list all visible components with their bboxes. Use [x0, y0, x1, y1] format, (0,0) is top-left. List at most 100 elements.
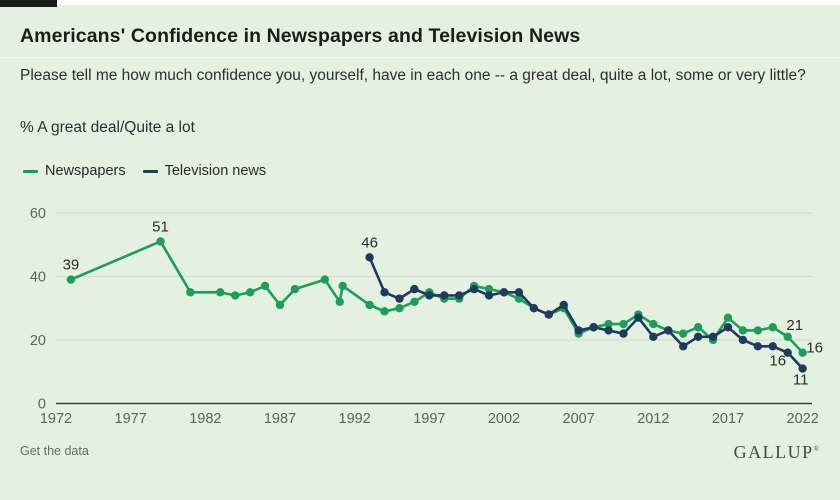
legend-label-newspapers: Newspapers — [45, 163, 126, 179]
newspapers-point-1994[interactable] — [380, 307, 389, 316]
television-news-point-2014[interactable] — [678, 342, 688, 351]
newspapers-point-1986[interactable] — [260, 281, 270, 291]
annotation-51-1979: 51 — [152, 218, 169, 235]
newspapers-point-2012[interactable] — [649, 319, 658, 329]
title-divider — [0, 57, 840, 58]
newspapers-line-swatch — [23, 169, 38, 173]
television-news-point-2006[interactable] — [559, 300, 568, 310]
legend-item-newspapers[interactable]: Newspapers — [20, 163, 126, 179]
television-news-point-2010[interactable] — [619, 329, 628, 338]
annotation-16-2021: 16 — [769, 353, 786, 370]
x-tick-label-1972: 1972 — [40, 411, 72, 427]
x-tick-label-1997: 1997 — [413, 411, 445, 427]
y-tick-label-20: 20 — [30, 333, 46, 349]
x-tick-label-2012: 2012 — [637, 411, 669, 427]
gallup-logo: GALLUP® — [733, 442, 819, 462]
x-tick-label-2002: 2002 — [488, 411, 520, 427]
newspapers-point-2003[interactable] — [514, 294, 524, 303]
newspapers-point-2009[interactable] — [604, 319, 613, 329]
newspapers-point-1983[interactable] — [216, 288, 225, 297]
television-news-point-2021[interactable] — [783, 348, 792, 357]
television-news-point-1996[interactable] — [410, 284, 419, 294]
x-tick-label-2007: 2007 — [563, 411, 595, 427]
newspapers-point-1990[interactable] — [320, 275, 329, 284]
television-news-point-1993[interactable] — [365, 253, 374, 262]
annotation-39-1973: 39 — [63, 257, 80, 274]
television-news-point-2019[interactable] — [753, 342, 763, 351]
page-title: Americans' Confidence in Newspapers and … — [20, 25, 581, 47]
newspapers-point-1988[interactable] — [290, 284, 300, 294]
television-news-point-2008[interactable] — [589, 323, 598, 332]
newspapers-point-1995[interactable] — [395, 303, 404, 313]
television-news-point-2004[interactable] — [529, 303, 539, 313]
television-news-point-2005[interactable] — [544, 310, 553, 319]
x-tick-label-2017: 2017 — [712, 411, 744, 427]
newspapers-point-1996[interactable] — [410, 297, 419, 307]
television-news-point-2017[interactable] — [723, 323, 733, 332]
legend-label-television-news: Television news — [164, 163, 267, 179]
chart-legend: Newspapers Television news — [20, 163, 280, 179]
newspapers-point-2021[interactable] — [783, 332, 792, 341]
top-strip — [0, 0, 840, 5]
television-news-point-2002[interactable] — [499, 288, 509, 297]
newspapers-point-2018[interactable] — [738, 326, 748, 335]
newspapers-point-2001[interactable] — [484, 284, 494, 294]
newspapers-point-1991[interactable] — [335, 297, 344, 307]
annotation-11-2022: 11 — [793, 372, 809, 389]
legend-item-television-news[interactable]: Television news — [140, 163, 267, 179]
annotation-46-1993: 46 — [361, 234, 378, 251]
television-news-point-2022[interactable] — [798, 364, 807, 373]
television-news-point-2000[interactable] — [469, 284, 479, 294]
television-news-point-2011[interactable] — [634, 313, 643, 322]
television-news-point-2007[interactable] — [574, 326, 583, 335]
television-news-point-1994[interactable] — [380, 288, 389, 297]
television-news-point-2020[interactable] — [768, 342, 777, 351]
newspapers-point-1973[interactable] — [66, 275, 76, 284]
newspapers-point-2014[interactable] — [678, 329, 688, 338]
television-news-point-2009[interactable] — [604, 326, 613, 335]
television-news-point-1999[interactable] — [454, 291, 464, 300]
television-news-point-2001[interactable] — [484, 291, 494, 300]
newspapers-point-1985[interactable] — [245, 288, 255, 297]
newspapers-point-1987[interactable] — [275, 300, 285, 310]
television-news-point-1995[interactable] — [395, 294, 404, 303]
newspapers-point-1993[interactable] — [365, 300, 374, 310]
newspapers-point-2022[interactable] — [798, 348, 807, 357]
newspapers-point-2017[interactable] — [723, 313, 733, 322]
annotation-16-2022: 16 — [806, 340, 823, 357]
television-news-line — [368, 256, 804, 370]
newspapers-point-1991.2[interactable] — [338, 281, 347, 291]
television-news-point-1998[interactable] — [440, 291, 449, 300]
television-news-point-2015[interactable] — [693, 332, 703, 341]
newspapers-line — [69, 240, 804, 354]
y-tick-label-0: 0 — [38, 397, 46, 413]
television-news-point-1997[interactable] — [425, 291, 434, 300]
x-tick-label-1977: 1977 — [115, 411, 147, 427]
newspapers-point-1984[interactable] — [230, 291, 240, 300]
survey-question-text: Please tell me how much confidence you, … — [20, 67, 806, 84]
television-news-point-2012[interactable] — [649, 332, 658, 341]
x-tick-label-1987: 1987 — [264, 411, 296, 427]
y-tick-label-60: 60 — [30, 206, 46, 222]
metric-label: % A great deal/Quite a lot — [20, 119, 195, 136]
x-tick-label-1992: 1992 — [339, 411, 371, 427]
x-tick-label-2022: 2022 — [787, 411, 819, 427]
television-news-point-2003[interactable] — [514, 288, 524, 297]
newspapers-point-2019[interactable] — [753, 326, 763, 335]
y-tick-label-40: 40 — [30, 269, 46, 285]
newspapers-point-2015[interactable] — [693, 323, 703, 332]
television-news-line-swatch — [142, 169, 158, 173]
television-news-point-2018[interactable] — [738, 335, 748, 345]
registered-mark: ® — [813, 445, 819, 453]
newspapers-point-1981[interactable] — [186, 288, 195, 297]
television-news-point-2016[interactable] — [708, 332, 718, 341]
newspapers-point-2020[interactable] — [768, 323, 777, 332]
x-tick-label-1982: 1982 — [189, 411, 221, 427]
newspapers-point-1979[interactable] — [156, 237, 165, 246]
top-left-bar — [0, 0, 57, 7]
get-the-data-link[interactable]: Get the data — [20, 444, 89, 458]
newspapers-point-2010[interactable] — [619, 319, 628, 329]
television-news-point-2013[interactable] — [664, 326, 673, 335]
